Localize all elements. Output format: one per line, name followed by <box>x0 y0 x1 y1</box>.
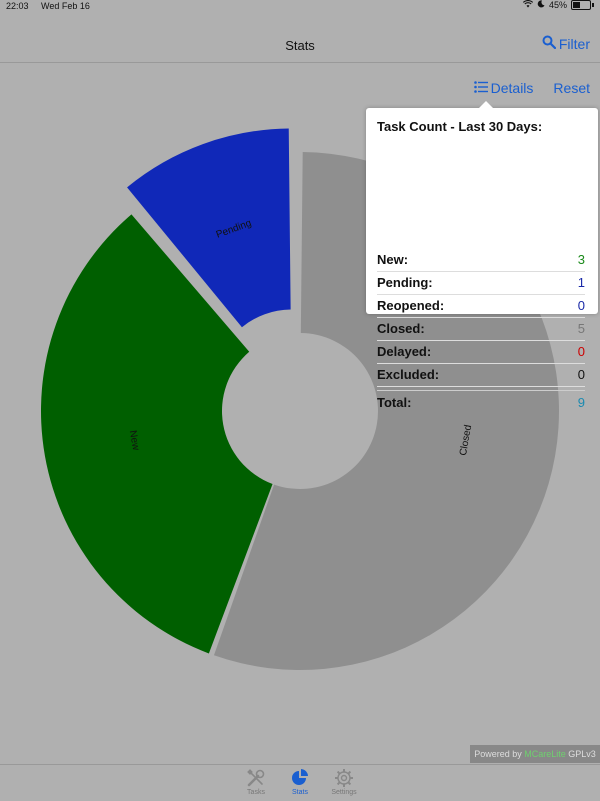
slice-label-new: New <box>127 429 141 451</box>
pie-slice-pending[interactable] <box>127 128 291 328</box>
popover-row-reopened: Reopened: 0 <box>377 294 585 318</box>
row-value: 0 <box>577 298 585 313</box>
tab-label: Settings <box>331 789 357 796</box>
tab-settings[interactable]: Settings <box>324 767 364 796</box>
page-title: Stats <box>285 38 315 53</box>
row-value: 1 <box>577 275 585 290</box>
tab-label: Stats <box>292 789 308 796</box>
list-icon <box>473 80 488 96</box>
row-value: 0 <box>577 367 585 382</box>
app-name: MCareLite <box>524 749 566 759</box>
license-label: GPLv3 <box>565 749 596 759</box>
pie-chart-icon <box>280 767 320 789</box>
wifi-icon <box>522 0 534 10</box>
moon-icon <box>537 0 545 10</box>
row-label: New: <box>377 252 409 267</box>
row-label: Total: <box>377 395 412 410</box>
status-bar: 22:03 Wed Feb 16 45% <box>0 0 600 14</box>
reset-button[interactable]: Reset <box>553 80 590 96</box>
row-value: 5 <box>577 321 585 336</box>
row-label: Pending: <box>377 275 433 290</box>
details-popover: Task Count - Last 30 Days: New: 3 Pendin… <box>366 101 598 410</box>
row-value: 0 <box>577 344 585 359</box>
battery-icon <box>571 0 591 10</box>
popover-row-total: Total: 9 <box>377 390 585 414</box>
slice-label-closed: Closed <box>458 424 474 457</box>
row-value: 3 <box>577 252 585 267</box>
total-value: 9 <box>577 395 585 410</box>
powered-prefix: Powered by <box>474 749 525 759</box>
chart-toolbar: Details Reset <box>473 80 590 96</box>
tab-label: Tasks <box>247 789 265 796</box>
pie-slice-new[interactable] <box>40 214 273 654</box>
popover-title: Task Count - Last 30 Days: <box>377 119 543 134</box>
status-time: 22:03 <box>6 1 29 11</box>
row-label: Closed: <box>377 321 425 336</box>
powered-by-badge[interactable]: Powered by MCareLite GPLv3 <box>470 745 600 763</box>
popover-row-delayed: Delayed: 0 <box>377 340 585 364</box>
search-icon <box>542 35 556 52</box>
gear-icon <box>324 767 364 789</box>
row-label: Excluded: <box>377 367 440 382</box>
popover-row-closed: Closed: 5 <box>377 317 585 341</box>
reset-label: Reset <box>553 80 590 96</box>
popover-row-pending: Pending: 1 <box>377 271 585 295</box>
filter-label: Filter <box>558 35 590 52</box>
battery-tip <box>592 3 594 7</box>
row-label: Delayed: <box>377 344 432 359</box>
nav-bar: Stats Filter <box>0 14 600 63</box>
row-label: Reopened: <box>377 298 445 313</box>
filter-button[interactable]: Filter <box>542 35 590 52</box>
tab-bar: Tasks Stats Settings <box>0 764 600 801</box>
status-date: Wed Feb 16 <box>41 1 90 11</box>
popover-row-excluded: Excluded: 0 <box>377 363 585 387</box>
tools-icon <box>236 767 276 789</box>
details-label: Details <box>490 80 534 96</box>
details-button[interactable]: Details <box>473 80 534 96</box>
popover-row-new: New: 3 <box>377 248 585 272</box>
tab-stats[interactable]: Stats <box>280 767 320 796</box>
battery-percent: 45% <box>548 0 567 10</box>
tab-tasks[interactable]: Tasks <box>236 767 276 796</box>
